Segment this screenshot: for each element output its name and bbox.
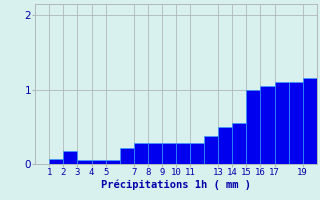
Bar: [77, 160, 92, 164]
Bar: [218, 127, 232, 164]
Bar: [190, 143, 204, 164]
Bar: [148, 143, 162, 164]
Bar: [232, 123, 246, 164]
Bar: [106, 160, 120, 164]
Bar: [204, 136, 218, 164]
Bar: [63, 151, 77, 164]
Bar: [120, 148, 134, 164]
Bar: [176, 143, 190, 164]
X-axis label: Précipitations 1h ( mm ): Précipitations 1h ( mm ): [101, 180, 251, 190]
Bar: [92, 160, 106, 164]
Bar: [260, 86, 275, 164]
Bar: [162, 143, 176, 164]
Bar: [275, 82, 289, 164]
Bar: [246, 90, 260, 164]
Bar: [49, 159, 63, 164]
Bar: [289, 82, 303, 164]
Bar: [134, 143, 148, 164]
Bar: [303, 78, 317, 164]
